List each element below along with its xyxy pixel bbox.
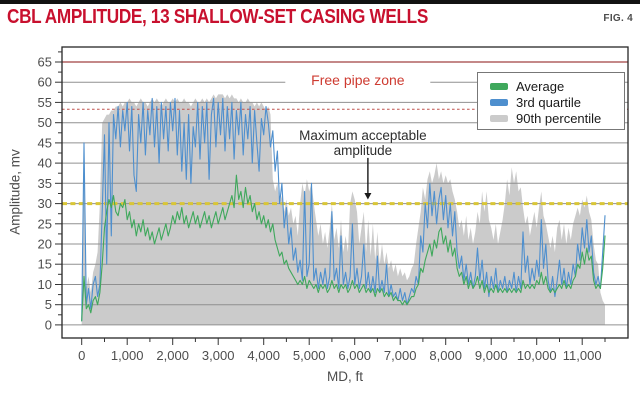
y-tick-label: 50 bbox=[38, 115, 52, 130]
average-swatch-icon bbox=[490, 82, 508, 90]
area-90th-percentile bbox=[81, 94, 605, 325]
max-acceptable-arrow bbox=[364, 157, 372, 200]
series-lines bbox=[81, 97, 606, 322]
y-tick-label: 25 bbox=[38, 216, 52, 231]
y-axis-title: Amplitude, mv bbox=[7, 149, 23, 235]
y-tick-label: 60 bbox=[38, 75, 52, 90]
x-axis-title: MD, ft bbox=[327, 369, 363, 384]
x-tick-label: 1,000 bbox=[111, 348, 144, 363]
max-acceptable-line2: amplitude bbox=[333, 142, 393, 158]
y-tick-label: 30 bbox=[38, 196, 52, 211]
x-tick-label: 10,000 bbox=[517, 348, 557, 363]
x-tick-label: 9,000 bbox=[475, 348, 508, 363]
legend-item-3rd-quartile: 3rd quartile bbox=[490, 94, 624, 110]
x-tick-label: 2,000 bbox=[156, 348, 189, 363]
x-tick-label: 7,000 bbox=[384, 348, 417, 363]
legend-label: 90th percentile bbox=[516, 110, 602, 126]
legend-label: Average bbox=[516, 78, 565, 94]
percentile-swatch-icon bbox=[490, 114, 508, 122]
y-tick-label: 55 bbox=[38, 95, 52, 110]
x-tick-label: 6,000 bbox=[338, 348, 371, 363]
figure-title: CBL AMPLITUDE, 13 SHALLOW-SET CASING WEL… bbox=[7, 6, 428, 28]
x-tick-label: 8,000 bbox=[429, 348, 462, 363]
x-tick-label: 5,000 bbox=[293, 348, 326, 363]
x-tick-label: 0 bbox=[78, 348, 85, 363]
figure-number: FIG. 4 bbox=[603, 13, 633, 24]
legend-item-90th-percentile: 90th percentile bbox=[490, 110, 624, 126]
max-acceptable-annotation: Maximum acceptable amplitude bbox=[299, 128, 427, 158]
third-quartile-swatch-icon bbox=[490, 98, 508, 106]
free-pipe-zone-annotation: Free pipe zone bbox=[285, 72, 431, 89]
x-tick-label: 3,000 bbox=[202, 348, 235, 363]
axis-ticks bbox=[55, 51, 606, 345]
y-tick-label: 65 bbox=[38, 55, 52, 70]
y-tick-label: 35 bbox=[38, 176, 52, 191]
top-rule bbox=[0, 0, 640, 4]
x-tick-label: 4,000 bbox=[247, 348, 280, 363]
legend-label: 3rd quartile bbox=[516, 94, 582, 110]
max-acceptable-line1: Maximum acceptable bbox=[299, 127, 427, 143]
legend-item-average: Average bbox=[490, 78, 624, 94]
y-tick-label: 15 bbox=[38, 257, 52, 272]
axis-tick-labels: 0 1,000 2,000 3,000 4,000 5,000 6,000 7,000 8,00… bbox=[38, 55, 602, 364]
y-tick-label: 0 bbox=[45, 317, 52, 332]
x-tick-label: 11,000 bbox=[563, 348, 602, 363]
y-tick-label: 40 bbox=[38, 156, 52, 171]
legend: Average 3rd quartile 90th percentile bbox=[477, 72, 625, 130]
y-tick-label: 20 bbox=[38, 237, 52, 252]
y-tick-label: 5 bbox=[45, 297, 52, 312]
y-tick-label: 10 bbox=[38, 277, 52, 292]
y-tick-label: 45 bbox=[38, 135, 52, 150]
plot-frame bbox=[61, 46, 629, 339]
